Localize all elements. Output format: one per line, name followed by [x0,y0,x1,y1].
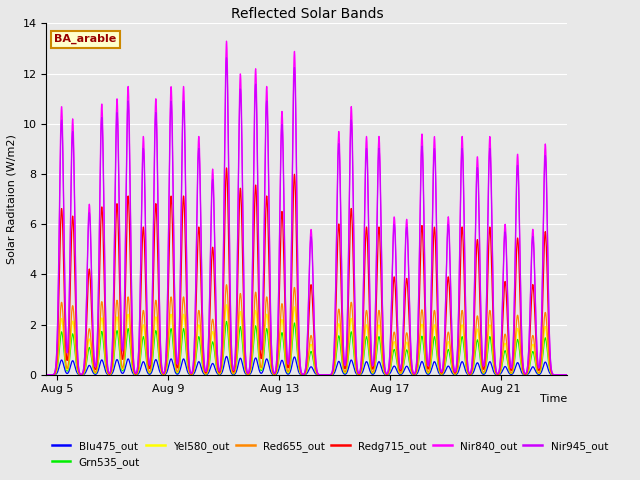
Yel580_out [453,369,461,374]
Line: Redg715_out: Redg715_out [46,168,568,375]
Line: Yel580_out: Yel580_out [46,305,568,375]
Red655_out [548,372,556,377]
Legend: Blu475_out, Grn535_out, Yel580_out, Red655_out, Redg715_out, Nir840_out, Nir945_: Blu475_out, Grn535_out, Yel580_out, Red6… [52,441,608,468]
Nir840_out [564,372,572,378]
Nir945_out [564,372,572,378]
Blu475_out [42,372,50,378]
Blu475_out [223,354,230,360]
Yel580_out [564,372,572,378]
Grn535_out [453,370,461,375]
Line: Grn535_out: Grn535_out [46,322,568,375]
Yel580_out [223,302,230,308]
Yel580_out [548,372,556,377]
Grn535_out [223,319,230,324]
Line: Red655_out: Red655_out [46,285,568,375]
Redg715_out [548,371,556,377]
Grn535_out [69,331,77,337]
Redg715_out [296,363,304,369]
Grn535_out [42,372,50,378]
Red655_out [69,303,77,309]
Nir840_out [453,357,461,362]
Nir945_out [42,372,50,378]
Nir945_out [453,357,461,363]
Blu475_out [548,372,556,378]
Blu475_out [69,358,77,364]
Nir945_out [282,331,290,336]
Nir945_out [548,371,556,376]
Redg715_out [69,214,77,220]
Nir840_out [42,372,50,378]
Nir840_out [548,371,556,376]
Redg715_out [564,372,572,378]
Nir840_out [548,371,556,377]
Yel580_out [42,372,50,378]
Grn535_out [548,372,556,377]
Blu475_out [548,372,556,378]
Redg715_out [453,362,461,368]
Grn535_out [548,372,556,377]
Yel580_out [296,369,304,375]
Blu475_out [453,371,461,377]
Grn535_out [564,372,572,378]
Red655_out [453,368,461,373]
Nir945_out [69,131,77,136]
Red655_out [548,372,556,377]
Redg715_out [42,372,50,378]
Redg715_out [282,345,290,351]
Line: Nir840_out: Nir840_out [46,41,568,375]
Nir840_out [282,329,290,335]
Red655_out [223,282,230,288]
Grn535_out [282,365,290,371]
Red655_out [282,360,290,366]
Text: Time: Time [540,394,568,404]
Nir945_out [296,359,304,364]
Nir945_out [223,55,230,60]
Line: Nir945_out: Nir945_out [46,58,568,375]
Y-axis label: Solar Raditaion (W/m2): Solar Raditaion (W/m2) [7,134,17,264]
Nir840_out [223,38,230,44]
Yel580_out [548,372,556,377]
Yel580_out [69,319,77,324]
Nir945_out [548,371,556,377]
Yel580_out [282,363,290,369]
Redg715_out [223,165,230,171]
Red655_out [296,368,304,374]
Blu475_out [282,370,290,375]
Red655_out [42,372,50,378]
Nir840_out [69,118,77,123]
Redg715_out [548,371,556,377]
Red655_out [564,372,572,378]
Title: Reflected Solar Bands: Reflected Solar Bands [230,7,383,21]
Grn535_out [296,370,304,375]
Nir840_out [296,358,304,364]
Line: Blu475_out: Blu475_out [46,357,568,375]
Text: BA_arable: BA_arable [54,34,116,44]
Blu475_out [296,371,304,377]
Blu475_out [564,372,572,378]
